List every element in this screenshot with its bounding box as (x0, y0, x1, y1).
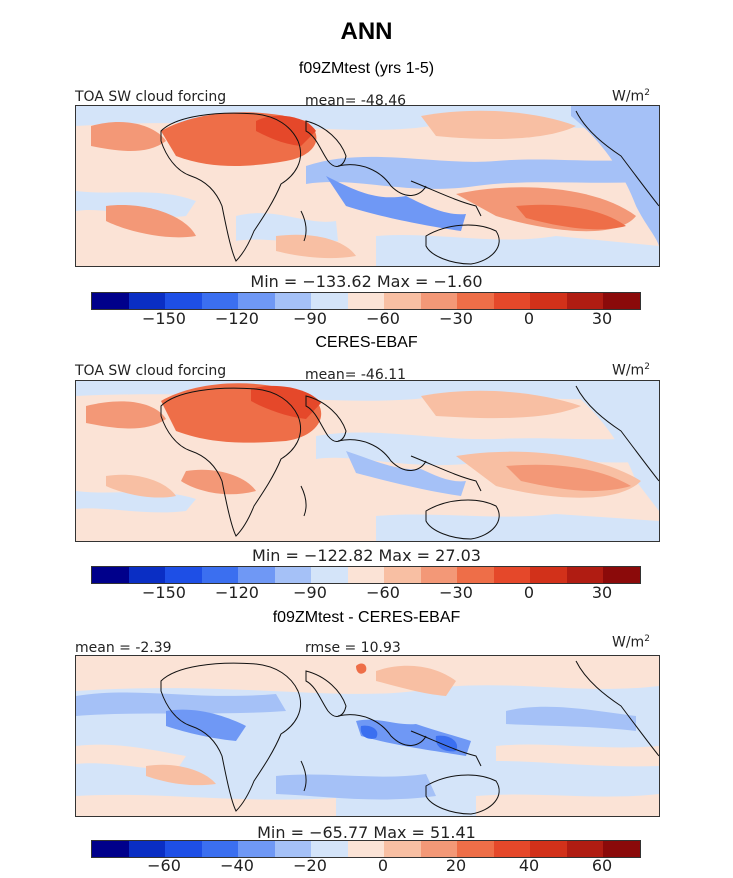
colorbar-cell (384, 567, 421, 583)
colorbar-cell (165, 293, 202, 309)
colorbar-cell (201, 567, 239, 583)
colorbar-cell (384, 841, 421, 857)
panel-2-colorbar (91, 566, 641, 584)
colorbar-tick-label: −40 (220, 856, 254, 875)
panel-3-minmax: Min = −65.77 Max = 51.41 (257, 823, 476, 842)
colorbar-cell (493, 567, 531, 583)
colorbar-tick-label: −30 (439, 309, 473, 328)
colorbar-cell (457, 841, 494, 857)
colorbar-tick-label: 20 (445, 856, 467, 875)
colorbar-tick-label: −120 (215, 309, 259, 328)
colorbar-cell (274, 293, 312, 309)
panel-3-mean-label: mean = -2.39 (75, 640, 172, 656)
panel-1-colorbar (91, 292, 641, 310)
colorbar-cell (384, 293, 421, 309)
colorbar-cell (128, 567, 166, 583)
panel-1-colorbar-ticks: −150 −120 −90 −60 −30 0 30 (91, 309, 639, 329)
colorbar-cell (128, 841, 166, 857)
colorbar-cell (566, 841, 604, 857)
panel-1-map-svg (76, 106, 659, 266)
colorbar-tick-label: −90 (293, 583, 327, 602)
colorbar-cell (347, 293, 385, 309)
colorbar-cell (530, 567, 567, 583)
colorbar-cell (238, 293, 275, 309)
colorbar-tick-label: 0 (377, 856, 389, 875)
colorbar-cell (201, 293, 239, 309)
panel-2-variable-label: TOA SW cloud forcing (75, 363, 227, 379)
colorbar-tick-label: 40 (518, 856, 540, 875)
colorbar-tick-label: −150 (142, 583, 186, 602)
panel-2-heading: CERES-EBAF (315, 334, 418, 351)
colorbar-tick-label: −150 (142, 309, 186, 328)
colorbar-cell (92, 293, 129, 309)
colorbar-cell (420, 841, 458, 857)
figure-title: ANN (340, 18, 393, 45)
colorbar-cell (238, 567, 275, 583)
panel-2-minmax: Min = −122.82 Max = 27.03 (252, 546, 481, 565)
colorbar-cell (165, 841, 202, 857)
panel-2-colorbar-ticks: −150 −120 −90 −60 −30 0 30 (91, 583, 639, 603)
colorbar-tick-label: −60 (366, 583, 400, 602)
colorbar-cell (311, 567, 348, 583)
colorbar-tick-label: 0 (523, 309, 535, 328)
panel-1-minmax: Min = −133.62 Max = −1.60 (250, 272, 483, 291)
colorbar-cell (603, 567, 640, 583)
panel-1-map (75, 105, 660, 267)
colorbar-tick-label: −30 (439, 583, 473, 602)
colorbar-cell (493, 293, 531, 309)
colorbar-tick-label: −90 (293, 309, 327, 328)
panel-3-heading: f09ZMtest - CERES-EBAF (272, 609, 461, 626)
colorbar-cell (92, 567, 129, 583)
panel-3-units: W/m2 (612, 634, 650, 651)
colorbar-tick-label: −120 (215, 583, 259, 602)
panel-3-colorbar (91, 840, 641, 858)
panel-2-map (75, 380, 660, 542)
colorbar-cell (347, 841, 385, 857)
colorbar-cell (457, 567, 494, 583)
colorbar-cell (311, 293, 348, 309)
panel-3-colorbar-ticks: −60 −40 −20 0 20 40 60 (91, 856, 639, 876)
colorbar-cell (274, 567, 312, 583)
colorbar-cell (201, 841, 239, 857)
panel-3-map (75, 655, 660, 817)
colorbar-cell (566, 567, 604, 583)
colorbar-tick-label: 0 (523, 583, 535, 602)
colorbar-cell (530, 841, 567, 857)
panel-1-units: W/m2 (612, 88, 650, 105)
panel-3-map-svg (76, 656, 659, 816)
colorbar-cell (238, 841, 275, 857)
panel-2-map-svg (76, 381, 659, 541)
colorbar-cell (603, 841, 640, 857)
colorbar-cell (128, 293, 166, 309)
colorbar-cell (457, 293, 494, 309)
colorbar-cell (530, 293, 567, 309)
panel-1-heading: f09ZMtest (yrs 1-5) (298, 60, 435, 77)
colorbar-tick-label: 30 (591, 583, 613, 602)
panel-2-units: W/m2 (612, 362, 650, 379)
panel-2-mean-label: mean= -46.11 (305, 367, 407, 383)
colorbar-cell (566, 293, 604, 309)
panel-3-rmse-label: rmse = 10.93 (305, 640, 401, 656)
colorbar-cell (420, 293, 458, 309)
colorbar-tick-label: −20 (293, 856, 327, 875)
colorbar-cell (92, 841, 129, 857)
colorbar-cell (603, 293, 640, 309)
colorbar-tick-label: 60 (591, 856, 613, 875)
colorbar-cell (493, 841, 531, 857)
colorbar-cell (311, 841, 348, 857)
colorbar-cell (420, 567, 458, 583)
panel-1-variable-label: TOA SW cloud forcing (75, 89, 227, 105)
colorbar-cell (347, 567, 385, 583)
colorbar-tick-label: −60 (147, 856, 181, 875)
colorbar-cell (165, 567, 202, 583)
colorbar-tick-label: −60 (366, 309, 400, 328)
colorbar-cell (274, 841, 312, 857)
colorbar-tick-label: 30 (591, 309, 613, 328)
